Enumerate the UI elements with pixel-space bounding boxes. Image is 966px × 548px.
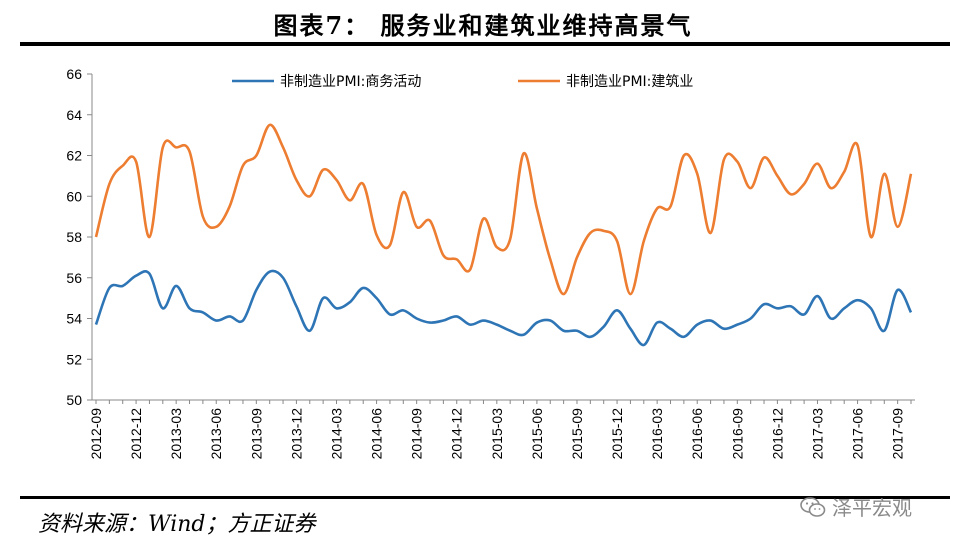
x-tick-label: 2017-09 (890, 408, 906, 460)
x-tick-label: 2017-03 (809, 408, 825, 460)
y-tick-label: 62 (66, 148, 82, 164)
x-tick-label: 2013-09 (248, 408, 264, 460)
x-tick-label: 2016-12 (769, 408, 785, 460)
figure-title: 图表7： 服务业和建筑业维持高景气 (273, 11, 693, 40)
y-tick-label: 66 (66, 66, 82, 82)
series-line-services (94, 269, 913, 347)
y-tick-label: 60 (66, 188, 82, 204)
wechat-icon (800, 496, 826, 517)
top-rule (20, 42, 950, 46)
watermark: 泽平宏观 (800, 492, 912, 521)
x-tick-label: 2012-09 (88, 408, 104, 460)
legend-label: 非制造业PMI:建筑业 (566, 74, 693, 90)
line-chart: 50 52 54 56 58 60 62 64 66 2012-09 2012-12 2013-03… (66, 66, 915, 460)
x-tick-label: 2015-06 (529, 408, 545, 460)
x-tick-label: 2014-06 (369, 408, 385, 460)
x-tick-label: 2014-03 (328, 408, 344, 460)
x-tick-label: 2015-09 (569, 408, 585, 460)
source-note: 资料来源：Wind；方正证券 (38, 512, 316, 537)
y-tick-label: 58 (66, 229, 82, 245)
x-tick-label: 2016-03 (649, 408, 665, 460)
y-tick-label: 52 (66, 351, 82, 367)
watermark-label: 泽平宏观 (832, 496, 912, 520)
y-tick-label: 54 (66, 311, 82, 327)
series-lines (94, 123, 913, 347)
legend-label: 非制造业PMI:商务活动 (280, 74, 421, 90)
y-tick-label: 56 (66, 270, 82, 286)
y-axis-ticks: 50 52 54 56 58 60 62 64 66 (66, 66, 92, 408)
x-tick-label: 2013-06 (208, 408, 224, 460)
x-tick-label: 2016-06 (689, 408, 705, 460)
chart-legend: 非制造业PMI:商务活动 非制造业PMI:建筑业 (232, 74, 693, 90)
x-tick-label: 2014-09 (409, 408, 425, 460)
y-tick-label: 50 (66, 392, 82, 408)
x-tick-label: 2013-03 (168, 408, 184, 460)
x-axis-ticks: 2012-09 2012-12 2013-03 2013-06 2013-09 2013-… (88, 400, 912, 460)
x-tick-label: 2014-12 (449, 408, 465, 460)
bottom-rule (20, 496, 950, 499)
x-tick-label: 2012-12 (128, 408, 144, 460)
x-tick-label: 2015-12 (609, 408, 625, 460)
chart-axes (91, 74, 915, 401)
y-tick-label: 64 (66, 107, 82, 123)
x-tick-label: 2016-09 (729, 408, 745, 460)
series-line-construction (94, 123, 913, 296)
x-tick-label: 2015-03 (489, 408, 505, 460)
x-tick-label: 2013-12 (288, 408, 304, 460)
x-tick-label: 2017-06 (850, 408, 866, 460)
